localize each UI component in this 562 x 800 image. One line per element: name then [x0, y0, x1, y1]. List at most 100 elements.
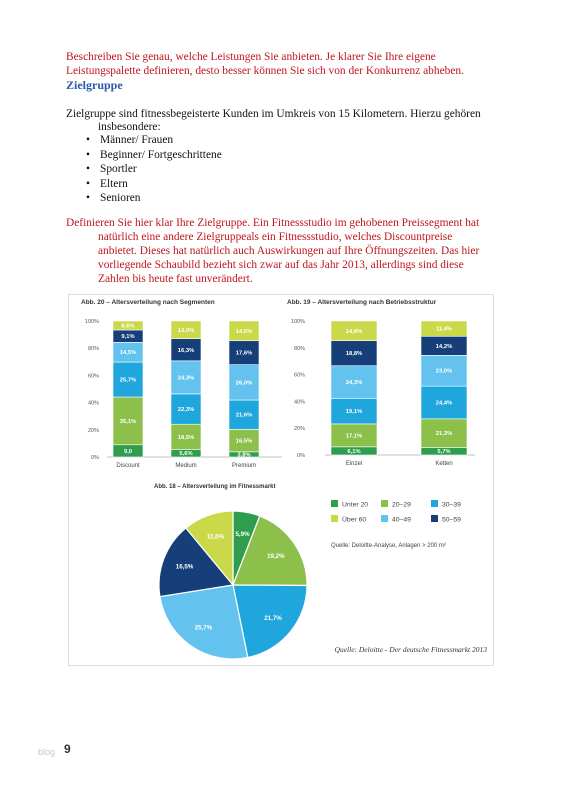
- bar-segment: [170, 320, 202, 339]
- define-line-2: natürlich eine andere Zielgruppeals ein …: [98, 231, 453, 243]
- list-item: Männer/ Frauen: [86, 133, 222, 148]
- pie-slice: [232, 584, 308, 659]
- data-label: 14,2%: [436, 344, 452, 350]
- data-label: 21,6%: [236, 413, 252, 419]
- data-label: 13,0%: [178, 328, 194, 334]
- bar-segment: [330, 398, 378, 425]
- legend-swatch: [331, 515, 338, 522]
- bar-segment: [228, 399, 260, 430]
- bar-segment: [420, 355, 468, 387]
- pie-slice: [159, 584, 249, 660]
- x-tick-label: Premium: [232, 463, 256, 469]
- bar-segment: [420, 320, 468, 337]
- data-label: 16,3%: [178, 348, 194, 354]
- data-label: 5,7%: [437, 449, 450, 455]
- bar-segment: [112, 320, 144, 331]
- y-tick-label: 40%: [88, 401, 99, 407]
- legend-swatch: [381, 500, 388, 507]
- data-label: 9,0: [124, 449, 132, 455]
- data-label: 35,1%: [120, 419, 136, 425]
- define-line-3: anbietet. Dieses hat natürlich auch Ausw…: [98, 245, 480, 257]
- x-tick-label: Einzel: [346, 461, 362, 467]
- define-line-1: Definieren Sie hier klar Ihre Zielgruppe…: [66, 217, 480, 229]
- bar-segment: [228, 364, 260, 401]
- data-label: 17,6%: [236, 351, 252, 357]
- data-label: 24,4%: [436, 400, 452, 406]
- x-tick-label: Ketten: [435, 461, 452, 467]
- data-label: 18,5%: [178, 435, 194, 441]
- bar-segment: [330, 365, 378, 399]
- target-paragraph: Zielgruppe sind fitnessbegeisterte Kunde…: [66, 108, 506, 134]
- data-label: 25,7%: [120, 378, 136, 384]
- bar-segment: [112, 396, 144, 446]
- footer-text: blog: [38, 747, 56, 757]
- pie-label: 25,7%: [195, 625, 213, 632]
- x-tick-label: Discount: [116, 463, 140, 469]
- y-tick-label: 20%: [88, 428, 99, 434]
- pie-label: 16,5%: [176, 564, 194, 571]
- data-label: 6,6%: [121, 323, 134, 329]
- bar-segment: [170, 423, 202, 450]
- chart-title: Abb. 18 – Altersverteilung im Fitnessmar…: [154, 484, 275, 490]
- bar-segment: [330, 320, 378, 341]
- x-tick-label: Medium: [175, 463, 196, 469]
- list-item: Eltern: [86, 177, 222, 192]
- data-label: 26,0%: [236, 380, 252, 386]
- legend-swatch: [431, 500, 438, 507]
- data-label: 22,3%: [178, 407, 194, 413]
- y-tick-label: 100%: [291, 319, 305, 325]
- pie-slice: [184, 510, 234, 587]
- data-label: 24,3%: [346, 380, 362, 386]
- bar-segment: [170, 360, 202, 395]
- legend-label: 50–59: [442, 517, 461, 524]
- y-tick-label: 40%: [294, 399, 305, 405]
- section-heading: Zielgruppe: [66, 78, 123, 92]
- page-number: 9: [64, 742, 71, 756]
- chart-source: Quelle: Deloitte - Der deutsche Fitnessm…: [335, 645, 488, 654]
- legend-label: 20–29: [392, 502, 411, 509]
- list-item: Beginner/ Fortgeschrittene: [86, 148, 222, 163]
- y-tick-label: 80%: [294, 346, 305, 352]
- data-label: 18,8%: [346, 351, 362, 357]
- target-group-list: Männer/ Frauen Beginner/ Fortgeschritten…: [86, 133, 222, 206]
- pie-label: 21,7%: [264, 615, 282, 622]
- pie-label: 11,0%: [207, 533, 225, 540]
- data-label: 19,1%: [346, 409, 362, 415]
- legend-label: 30–39: [442, 502, 461, 509]
- data-label: 17,1%: [346, 433, 362, 439]
- y-tick-label: 20%: [294, 426, 305, 432]
- data-label: 14,6%: [346, 329, 362, 335]
- list-item: Sportler: [86, 162, 222, 177]
- data-label: 24,3%: [178, 375, 194, 381]
- data-label: 11,4%: [436, 327, 452, 333]
- y-tick-label: 80%: [88, 346, 99, 352]
- legend-label: Über 60: [342, 516, 366, 524]
- y-tick-label: 60%: [88, 373, 99, 379]
- target-line-2: insbesondere:: [98, 121, 161, 133]
- y-tick-label: 0%: [297, 453, 305, 459]
- data-label: 9,1%: [121, 334, 134, 340]
- data-label: 14,5%: [120, 350, 136, 356]
- data-label: 14,5%: [236, 329, 252, 335]
- list-item: Senioren: [86, 191, 222, 206]
- data-label: 5,6%: [179, 451, 192, 457]
- data-label: 16,5%: [236, 439, 252, 445]
- data-label: 6,1%: [347, 449, 360, 455]
- legend-swatch: [431, 515, 438, 522]
- define-line-4: vorliegende Schaubild bezieht sich zwar …: [98, 259, 464, 271]
- intro-paragraph: Beschreiben Sie genau, welche Leistungen…: [66, 51, 464, 77]
- define-paragraph: Definieren Sie hier klar Ihre Zielgruppe…: [66, 216, 506, 286]
- legend-swatch: [381, 515, 388, 522]
- define-line-5: Zahlen bis heute fast unverändert.: [98, 273, 253, 285]
- data-label: 3,8%: [237, 452, 250, 458]
- target-line-1: Zielgruppe sind fitnessbegeisterte Kunde…: [66, 108, 481, 120]
- chart-title: Abb. 19 – Altersverteilung nach Betriebs…: [287, 299, 437, 306]
- pie-slice: [158, 527, 235, 598]
- y-tick-label: 100%: [85, 319, 99, 325]
- data-label: 21,3%: [436, 431, 452, 437]
- legend-label: Unter 20: [342, 502, 368, 509]
- bar-segment: [420, 418, 468, 448]
- y-tick-label: 0%: [91, 455, 99, 461]
- chart-note: Quelle: Deloitte-Analyse, Anlagen > 200 …: [331, 543, 446, 549]
